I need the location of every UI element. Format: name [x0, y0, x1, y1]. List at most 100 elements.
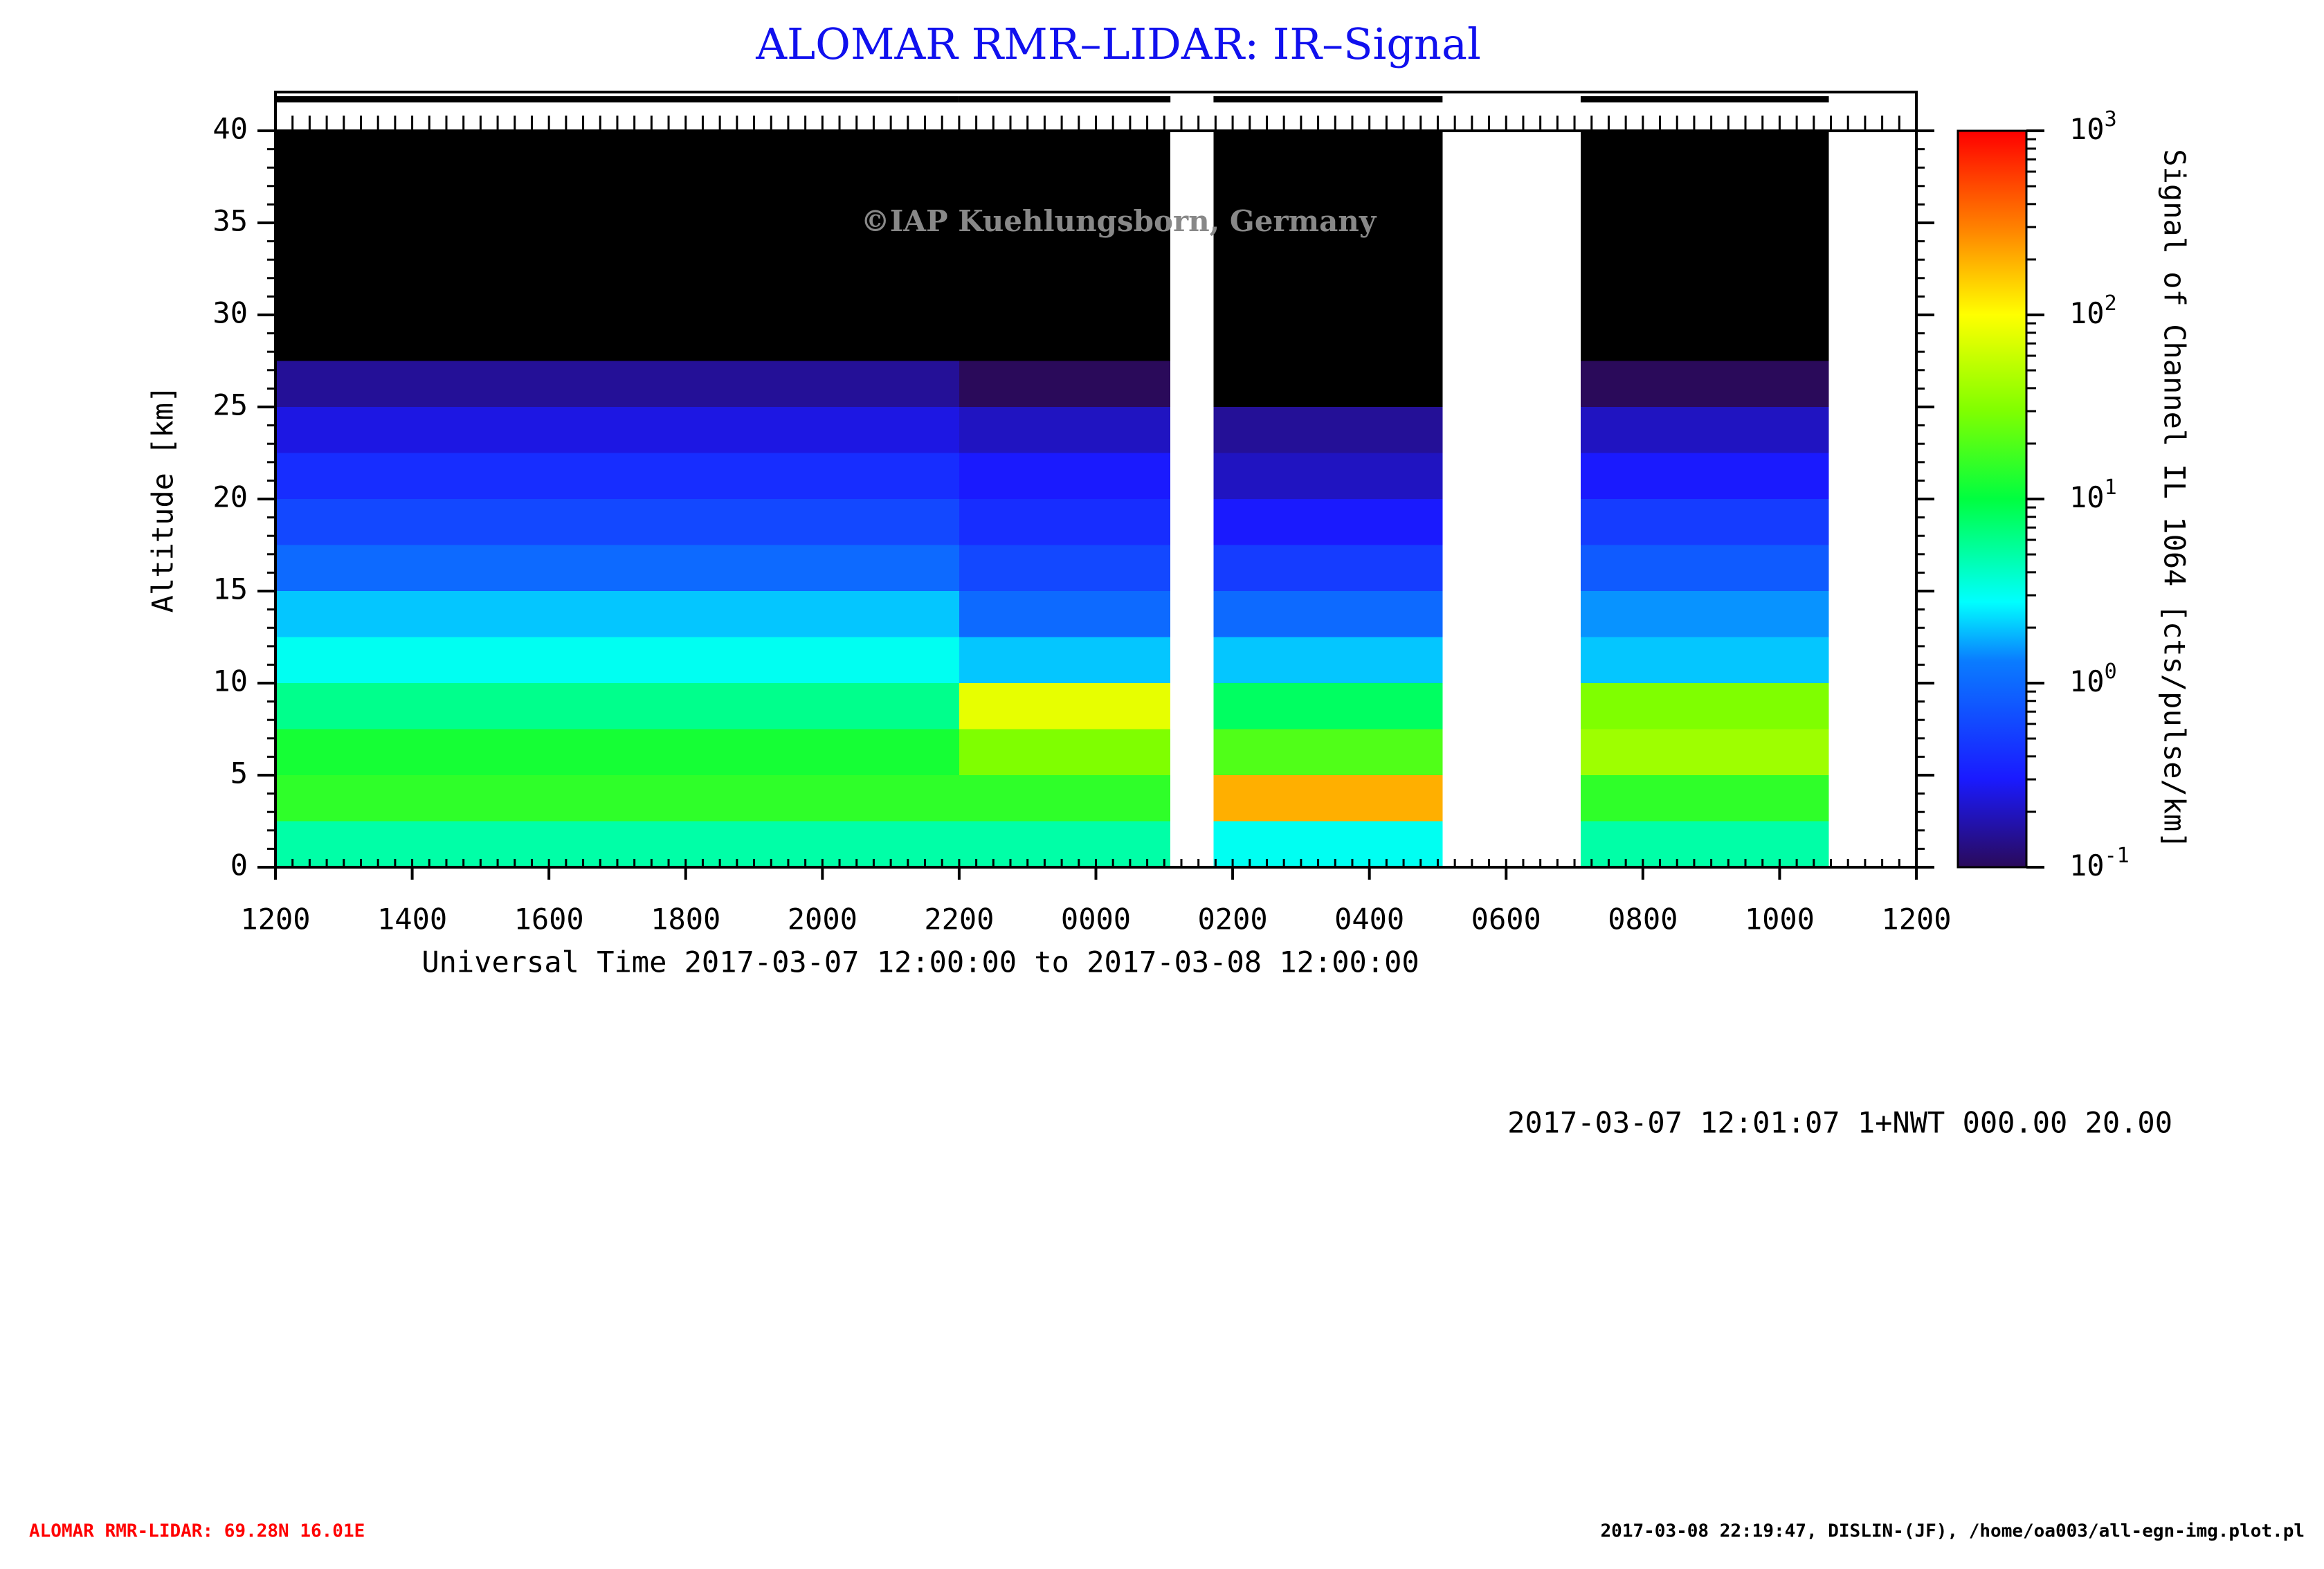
heat-cell: [275, 545, 959, 591]
heat-cell: [1213, 499, 1443, 545]
heat-cell: [275, 176, 959, 223]
heat-cell: [959, 223, 1171, 269]
heat-cell: [959, 407, 1171, 453]
colorbar-tick-label: 100: [2069, 660, 2117, 698]
heat-cell: [959, 315, 1171, 361]
info-text: 2017-03-07 12:01:07 1+NWT 000.00 20.00: [1507, 1106, 2172, 1140]
y-tick-label: 30: [212, 296, 248, 330]
measurement-bar: [1213, 96, 1443, 102]
heat-cell: [1580, 821, 1829, 867]
heat-cell: [275, 131, 959, 177]
x-tick-label: 1000: [1745, 903, 1815, 936]
heat-cell: [959, 545, 1171, 591]
heat-cell: [1213, 176, 1443, 223]
heat-cell: [1213, 407, 1443, 453]
colorbar-tick-label: 102: [2069, 291, 2117, 330]
heat-cell: [1213, 683, 1443, 729]
x-tick-label: 1400: [377, 903, 447, 936]
x-tick-label: 2200: [924, 903, 994, 936]
y-tick-label: 15: [212, 572, 248, 606]
y-tick-label: 5: [230, 756, 248, 790]
heat-cell: [959, 453, 1171, 499]
x-tick-label: 0800: [1608, 903, 1678, 936]
heat-cell: [1580, 729, 1829, 775]
footer-right: 2017-03-08 22:19:47, DISLIN-(JF), /home/…: [1601, 1521, 2305, 1542]
heat-cell: [959, 131, 1171, 177]
colorbar-tick-label: 103: [2069, 107, 2117, 146]
heat-cell: [959, 775, 1171, 822]
heat-cell: [1580, 499, 1829, 545]
heat-cell: [275, 637, 959, 683]
colorbar-tick-base: 10: [2069, 296, 2105, 330]
heat-cell: [1213, 821, 1443, 867]
chart-title: ALOMAR RMR–LIDAR: IR–Signal: [755, 19, 1481, 69]
heat-cell: [1580, 453, 1829, 499]
heat-cell: [1213, 775, 1443, 822]
heat-cell: [1580, 131, 1829, 177]
heat-cell: [959, 821, 1171, 867]
x-axis-label: Universal Time 2017-03-07 12:00:00 to 20…: [421, 945, 1419, 979]
heat-cell: [275, 591, 959, 637]
heat-cell: [1580, 591, 1829, 637]
heat-cell: [275, 683, 959, 729]
y-tick-label: 35: [212, 204, 248, 238]
colorbar-tick-exp: -1: [2105, 844, 2130, 868]
heat-cell: [1580, 545, 1829, 591]
heat-cell: [1580, 775, 1829, 822]
heat-cell: [959, 499, 1171, 545]
colorbar: [1958, 131, 2026, 867]
heat-cell: [1580, 407, 1829, 453]
colorbar-tick-exp: 0: [2105, 660, 2117, 684]
footer-left: ALOMAR RMR-LIDAR: 69.28N 16.01E: [29, 1521, 365, 1542]
heat-cell: [959, 729, 1171, 775]
x-tick-label: 0200: [1198, 903, 1268, 936]
measurement-bar: [959, 96, 1171, 102]
heat-cell: [1580, 223, 1829, 269]
heat-cell: [275, 361, 959, 407]
colorbar-tick-label: 101: [2069, 475, 2117, 514]
colorbar-tick-exp: 1: [2105, 475, 2117, 500]
heat-cell: [1213, 729, 1443, 775]
heat-cell: [275, 223, 959, 269]
heat-cell: [1213, 131, 1443, 177]
heat-cell: [959, 591, 1171, 637]
heat-cell: [275, 453, 959, 499]
heat-cell: [275, 269, 959, 315]
y-tick-label: 40: [212, 112, 248, 146]
heat-cell: [1213, 545, 1443, 591]
heat-cell: [959, 269, 1171, 315]
x-tick-label: 1600: [514, 903, 584, 936]
x-tick-label: 1200: [240, 903, 310, 936]
x-tick-label: 1200: [1881, 903, 1951, 936]
measurement-bar: [275, 96, 959, 102]
colorbar-tick-label: 10-1: [2069, 844, 2130, 882]
x-tick-label: 1800: [651, 903, 720, 936]
y-tick-label: 0: [230, 849, 248, 882]
colorbar-tick-base: 10: [2069, 112, 2105, 146]
heat-cell: [1213, 637, 1443, 683]
heat-cell: [959, 176, 1171, 223]
heat-cell: [1580, 315, 1829, 361]
heat-cell: [1213, 453, 1443, 499]
y-tick-label: 10: [212, 664, 248, 698]
heat-cell: [1213, 269, 1443, 315]
heat-cell: [1580, 683, 1829, 729]
colorbar-tick-exp: 2: [2105, 291, 2117, 316]
x-tick-label: 0400: [1334, 903, 1404, 936]
colorbar-tick-base: 10: [2069, 480, 2105, 514]
heat-cell: [959, 683, 1171, 729]
x-tick-label: 0000: [1061, 903, 1131, 936]
heat-cell: [1580, 269, 1829, 315]
x-tick-label: 2000: [788, 903, 857, 936]
heat-cell: [1213, 361, 1443, 407]
heat-cell: [1580, 637, 1829, 683]
heat-cell: [959, 637, 1171, 683]
x-tick-label: 0600: [1471, 903, 1541, 936]
heat-cell: [275, 407, 959, 453]
colorbar-tick-base: 10: [2069, 664, 2105, 698]
measurement-bar: [1580, 96, 1829, 102]
heat-cell: [1213, 223, 1443, 269]
heat-cell: [275, 775, 959, 822]
heat-cell: [275, 729, 959, 775]
